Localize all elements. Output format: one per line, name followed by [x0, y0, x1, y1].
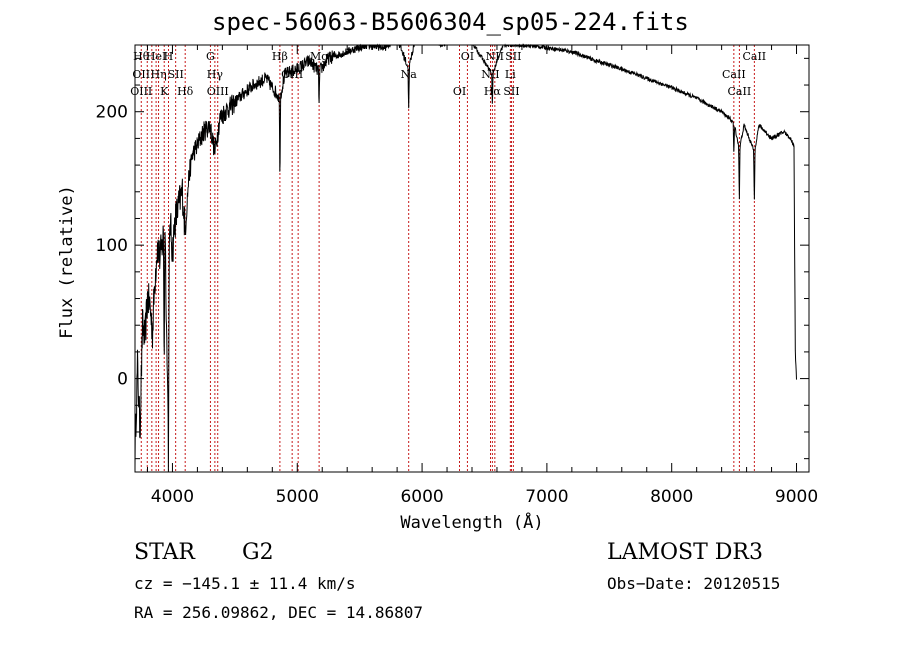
line-label: Hδ	[177, 85, 194, 98]
spectral-subclass: G2	[242, 540, 274, 565]
line-label: OII	[132, 68, 150, 81]
line-label: K	[160, 85, 169, 98]
y-tick-label: 200	[96, 103, 128, 123]
line-label: OIII	[207, 85, 229, 98]
x-tick-label: 7000	[525, 487, 568, 507]
line-label: OIII	[130, 85, 152, 98]
x-tick-label: 4000	[151, 487, 194, 507]
line-label: Mg	[310, 50, 328, 63]
line-label: H	[164, 50, 174, 63]
line-label: Hη	[150, 68, 166, 81]
line-label: Hγ	[207, 68, 224, 81]
line-label: OIII	[281, 68, 303, 81]
line-labels: Hθ OII OIII HeI Hη K H SII Hδ G Hγ OIII Hβ OIII Mg Na OI…	[130, 50, 766, 98]
plot-border	[134, 44, 810, 473]
line-label: HeI	[146, 50, 166, 63]
line-label: G	[206, 50, 215, 63]
chart-title: spec-56063-B5606304_sp05-224.fits	[212, 8, 689, 36]
spectrum-line	[134, 43, 797, 473]
y-tick-label: 0	[117, 370, 128, 390]
x-tick-label: 8000	[650, 487, 693, 507]
y-tick-label: 100	[96, 236, 128, 256]
line-label: SII	[503, 85, 519, 98]
line-label: CaII	[742, 50, 766, 63]
plot-frame	[134, 44, 810, 473]
x-tick-label: 6000	[400, 487, 443, 507]
axis-ticks: 4000 5000 6000 7000 8000 9000 0 100 200	[96, 45, 818, 507]
line-label: SII	[505, 50, 521, 63]
line-label: SII	[168, 68, 184, 81]
line-label: NII	[486, 50, 504, 63]
observation-date: Obs−Date: 20120515	[607, 574, 781, 593]
x-tick-label: 9000	[775, 487, 818, 507]
x-axis-label: Wavelength (Å)	[400, 511, 543, 533]
coordinates: RA = 256.09862, DEC = 14.86807	[134, 603, 423, 622]
redshift-cz: cz = −145.1 ± 11.4 km/s	[134, 574, 356, 593]
spectral-line-markers	[140, 45, 755, 472]
line-label: Na	[401, 68, 418, 81]
line-label: CaII	[728, 85, 752, 98]
spectrum-series	[134, 43, 797, 473]
line-label: Hβ	[272, 50, 288, 63]
y-axis-label: Flux (relative)	[57, 185, 77, 339]
line-label: Hα	[484, 85, 502, 98]
object-class: STAR	[134, 540, 195, 565]
survey-name: LAMOST DR3	[607, 540, 763, 565]
line-label: OI	[453, 85, 466, 98]
x-tick-label: 5000	[276, 487, 319, 507]
line-label: OI	[461, 50, 474, 63]
line-label: CaII	[722, 68, 746, 81]
line-label: NII	[481, 68, 499, 81]
line-label: Hθ	[133, 50, 150, 63]
line-label: Li	[505, 68, 516, 81]
